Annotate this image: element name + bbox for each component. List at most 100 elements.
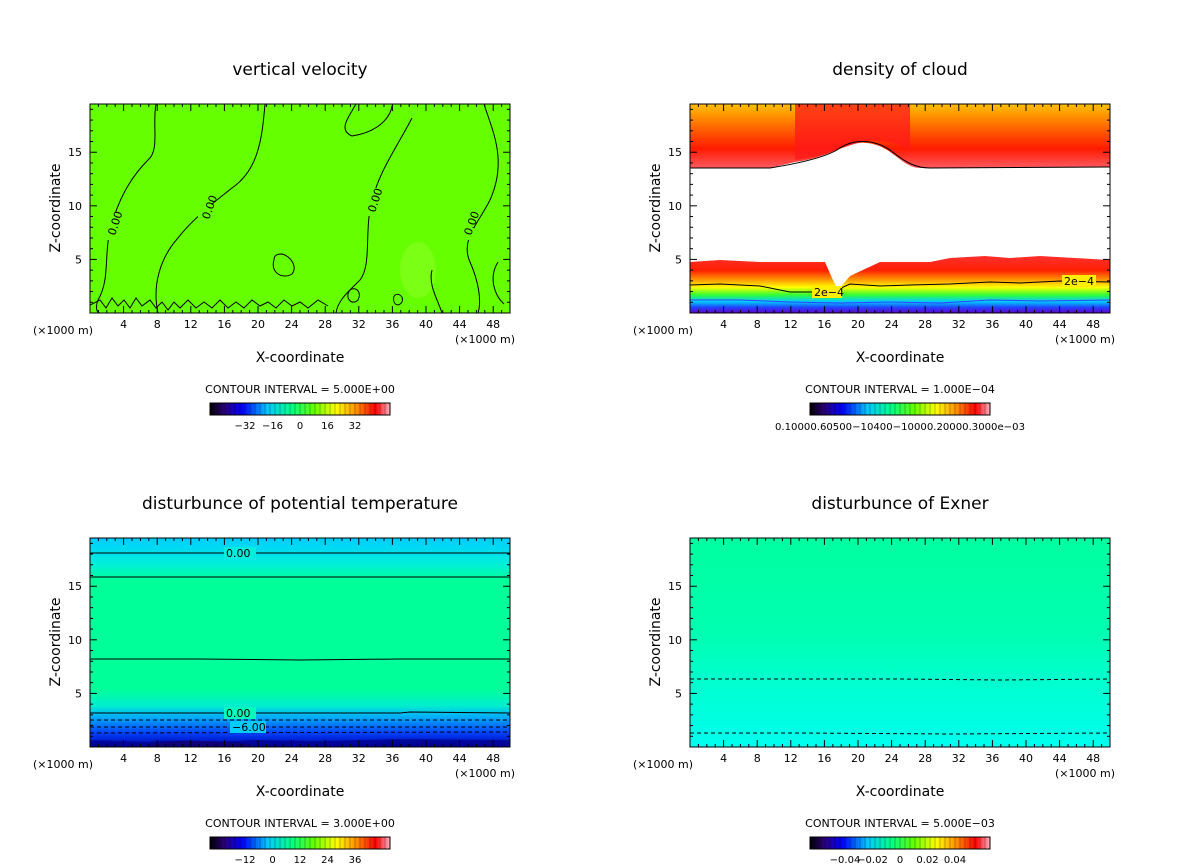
colorbar-ticks: −0.04−0.02 0 0.02 0.04 (830, 855, 966, 866)
x-unit-right: (×1000 m) (455, 767, 515, 780)
contour-line (690, 280, 1110, 294)
x-tick-label: 48 (486, 318, 500, 331)
colorbar-tick-label: 0.02 (916, 855, 938, 866)
colorbar: −32 −16 0 16 32 (209, 402, 391, 432)
colorbar-tick-label: −0.04 (830, 855, 861, 866)
contour-line (430, 269, 443, 313)
x-axis-label: X-coordinate (856, 350, 945, 366)
x-tick-label: 24 (885, 752, 899, 765)
contour-line (90, 658, 510, 661)
x-tick-label: 28 (918, 752, 932, 765)
colorbar-tick-labels: 0.10000.60500−10400−10000.20000.3000e−03 (775, 422, 1025, 433)
plot-field: 0.00 0.00 −6.00 (90, 538, 510, 747)
colorbar-ticks: −12 0 12 24 36 (234, 855, 361, 866)
y-tick-label: 5 (75, 253, 82, 266)
velocity-anomaly (400, 242, 436, 298)
contour-line (393, 293, 403, 306)
x-tick-label: 4 (720, 318, 727, 331)
x-tick-label: 44 (453, 318, 467, 331)
exner-panel: disturbunce of Exner 4 8 12 16 20 24 28 32 36 40 4… (633, 494, 1115, 866)
y-tick-label: 15 (668, 580, 682, 593)
x-tick-label: 16 (817, 318, 831, 331)
contour-lines (690, 678, 1110, 735)
x-tick-label: 16 (217, 318, 231, 331)
x-tick-label: 24 (885, 318, 899, 331)
x-tick-label: 24 (285, 752, 299, 765)
x-tick-label: 40 (419, 752, 433, 765)
x-tick-label: 4 (120, 752, 127, 765)
y-tick-label: 10 (68, 634, 82, 647)
x-tick-label: 28 (318, 318, 332, 331)
x-tick-label: 40 (419, 318, 433, 331)
x-unit-right: (×1000 m) (1055, 767, 1115, 780)
colorbar-ticks: −32 −16 0 16 32 (234, 421, 361, 432)
x-tick-label: 24 (285, 318, 299, 331)
y-tick-label: 5 (75, 687, 82, 700)
x-tick-label: 36 (985, 752, 999, 765)
contour-line (90, 731, 510, 734)
contour-interval: CONTOUR INTERVAL = 5.000E+00 (205, 383, 395, 396)
temperature-field (90, 538, 510, 747)
contour-interval: CONTOUR INTERVAL = 5.000E−03 (805, 817, 995, 830)
y-tick-label: 10 (668, 200, 682, 213)
contour-label: 0.00 (226, 547, 251, 560)
contour-line (347, 288, 360, 303)
plot-field (690, 538, 1110, 747)
x-tick-label: 4 (720, 752, 727, 765)
x-tick-label: 40 (1019, 318, 1033, 331)
x-tick-label: 48 (486, 752, 500, 765)
contour-label-bg (104, 212, 118, 240)
contour-line (690, 678, 1110, 681)
contour-interval: CONTOUR INTERVAL = 1.000E−04 (805, 383, 995, 396)
contour-line (690, 732, 1110, 735)
x-tick-label: 12 (784, 752, 798, 765)
upper-cloud-core (795, 104, 910, 160)
x-tick-label: 28 (318, 752, 332, 765)
colorbar-dividers (214, 837, 386, 849)
x-tick-label: 36 (385, 318, 399, 331)
plot-field: 0.00 0.00 0.00 0.00 (90, 104, 510, 313)
contour-label-bg (812, 286, 842, 298)
colorbar-tick-label: −32 (234, 421, 255, 432)
y-axis-label: Z-coordinate (648, 163, 664, 252)
panel-title: disturbunce of Exner (811, 494, 988, 514)
x-tick-label: 16 (217, 752, 231, 765)
x-tick-label: 40 (1019, 752, 1033, 765)
colorbar-tick-label: 0 (269, 855, 275, 866)
contour-label-bg (460, 212, 474, 240)
y-axis-label: Z-coordinate (48, 163, 64, 252)
x-tick-label: 28 (918, 318, 932, 331)
contour-interval: CONTOUR INTERVAL = 3.000E+00 (205, 817, 395, 830)
y-tick-label: 10 (68, 200, 82, 213)
colorbar-tick-label: 0 (897, 855, 903, 866)
contour-label: 2e−4 (814, 286, 844, 299)
colorbar-dividers (814, 837, 986, 849)
contour-line (466, 104, 499, 313)
vertical-velocity-panel: vertical velocity 0.00 0.00 (33, 60, 515, 432)
x-tick-label: 20 (251, 318, 265, 331)
colorbar-dividers (214, 403, 386, 415)
x-tick-label: 8 (754, 318, 761, 331)
contour-line (690, 141, 1110, 169)
contour-label-bg (1062, 275, 1096, 287)
contour-label-bg (224, 707, 256, 719)
y-tick-label: 15 (68, 146, 82, 159)
x-axis-label: X-coordinate (856, 784, 945, 800)
x-tick-label: 8 (154, 318, 161, 331)
x-tick-label: 12 (784, 318, 798, 331)
x-tick-label: 32 (952, 318, 966, 331)
x-tick-label: 48 (1086, 752, 1100, 765)
panel-title: vertical velocity (232, 60, 367, 80)
x-tick-label: 36 (985, 318, 999, 331)
x-unit-left: (×1000 m) (33, 758, 93, 771)
colorbar-tick-label: −0.02 (857, 855, 888, 866)
y-tick-label: 5 (675, 253, 682, 266)
x-tick-label: 8 (154, 752, 161, 765)
x-tick-label: 4 (120, 318, 127, 331)
colorbar-tick-label: 12 (294, 855, 307, 866)
contour-label-bg (364, 188, 378, 216)
velocity-field (90, 104, 510, 313)
y-axis-label: Z-coordinate (648, 597, 664, 686)
